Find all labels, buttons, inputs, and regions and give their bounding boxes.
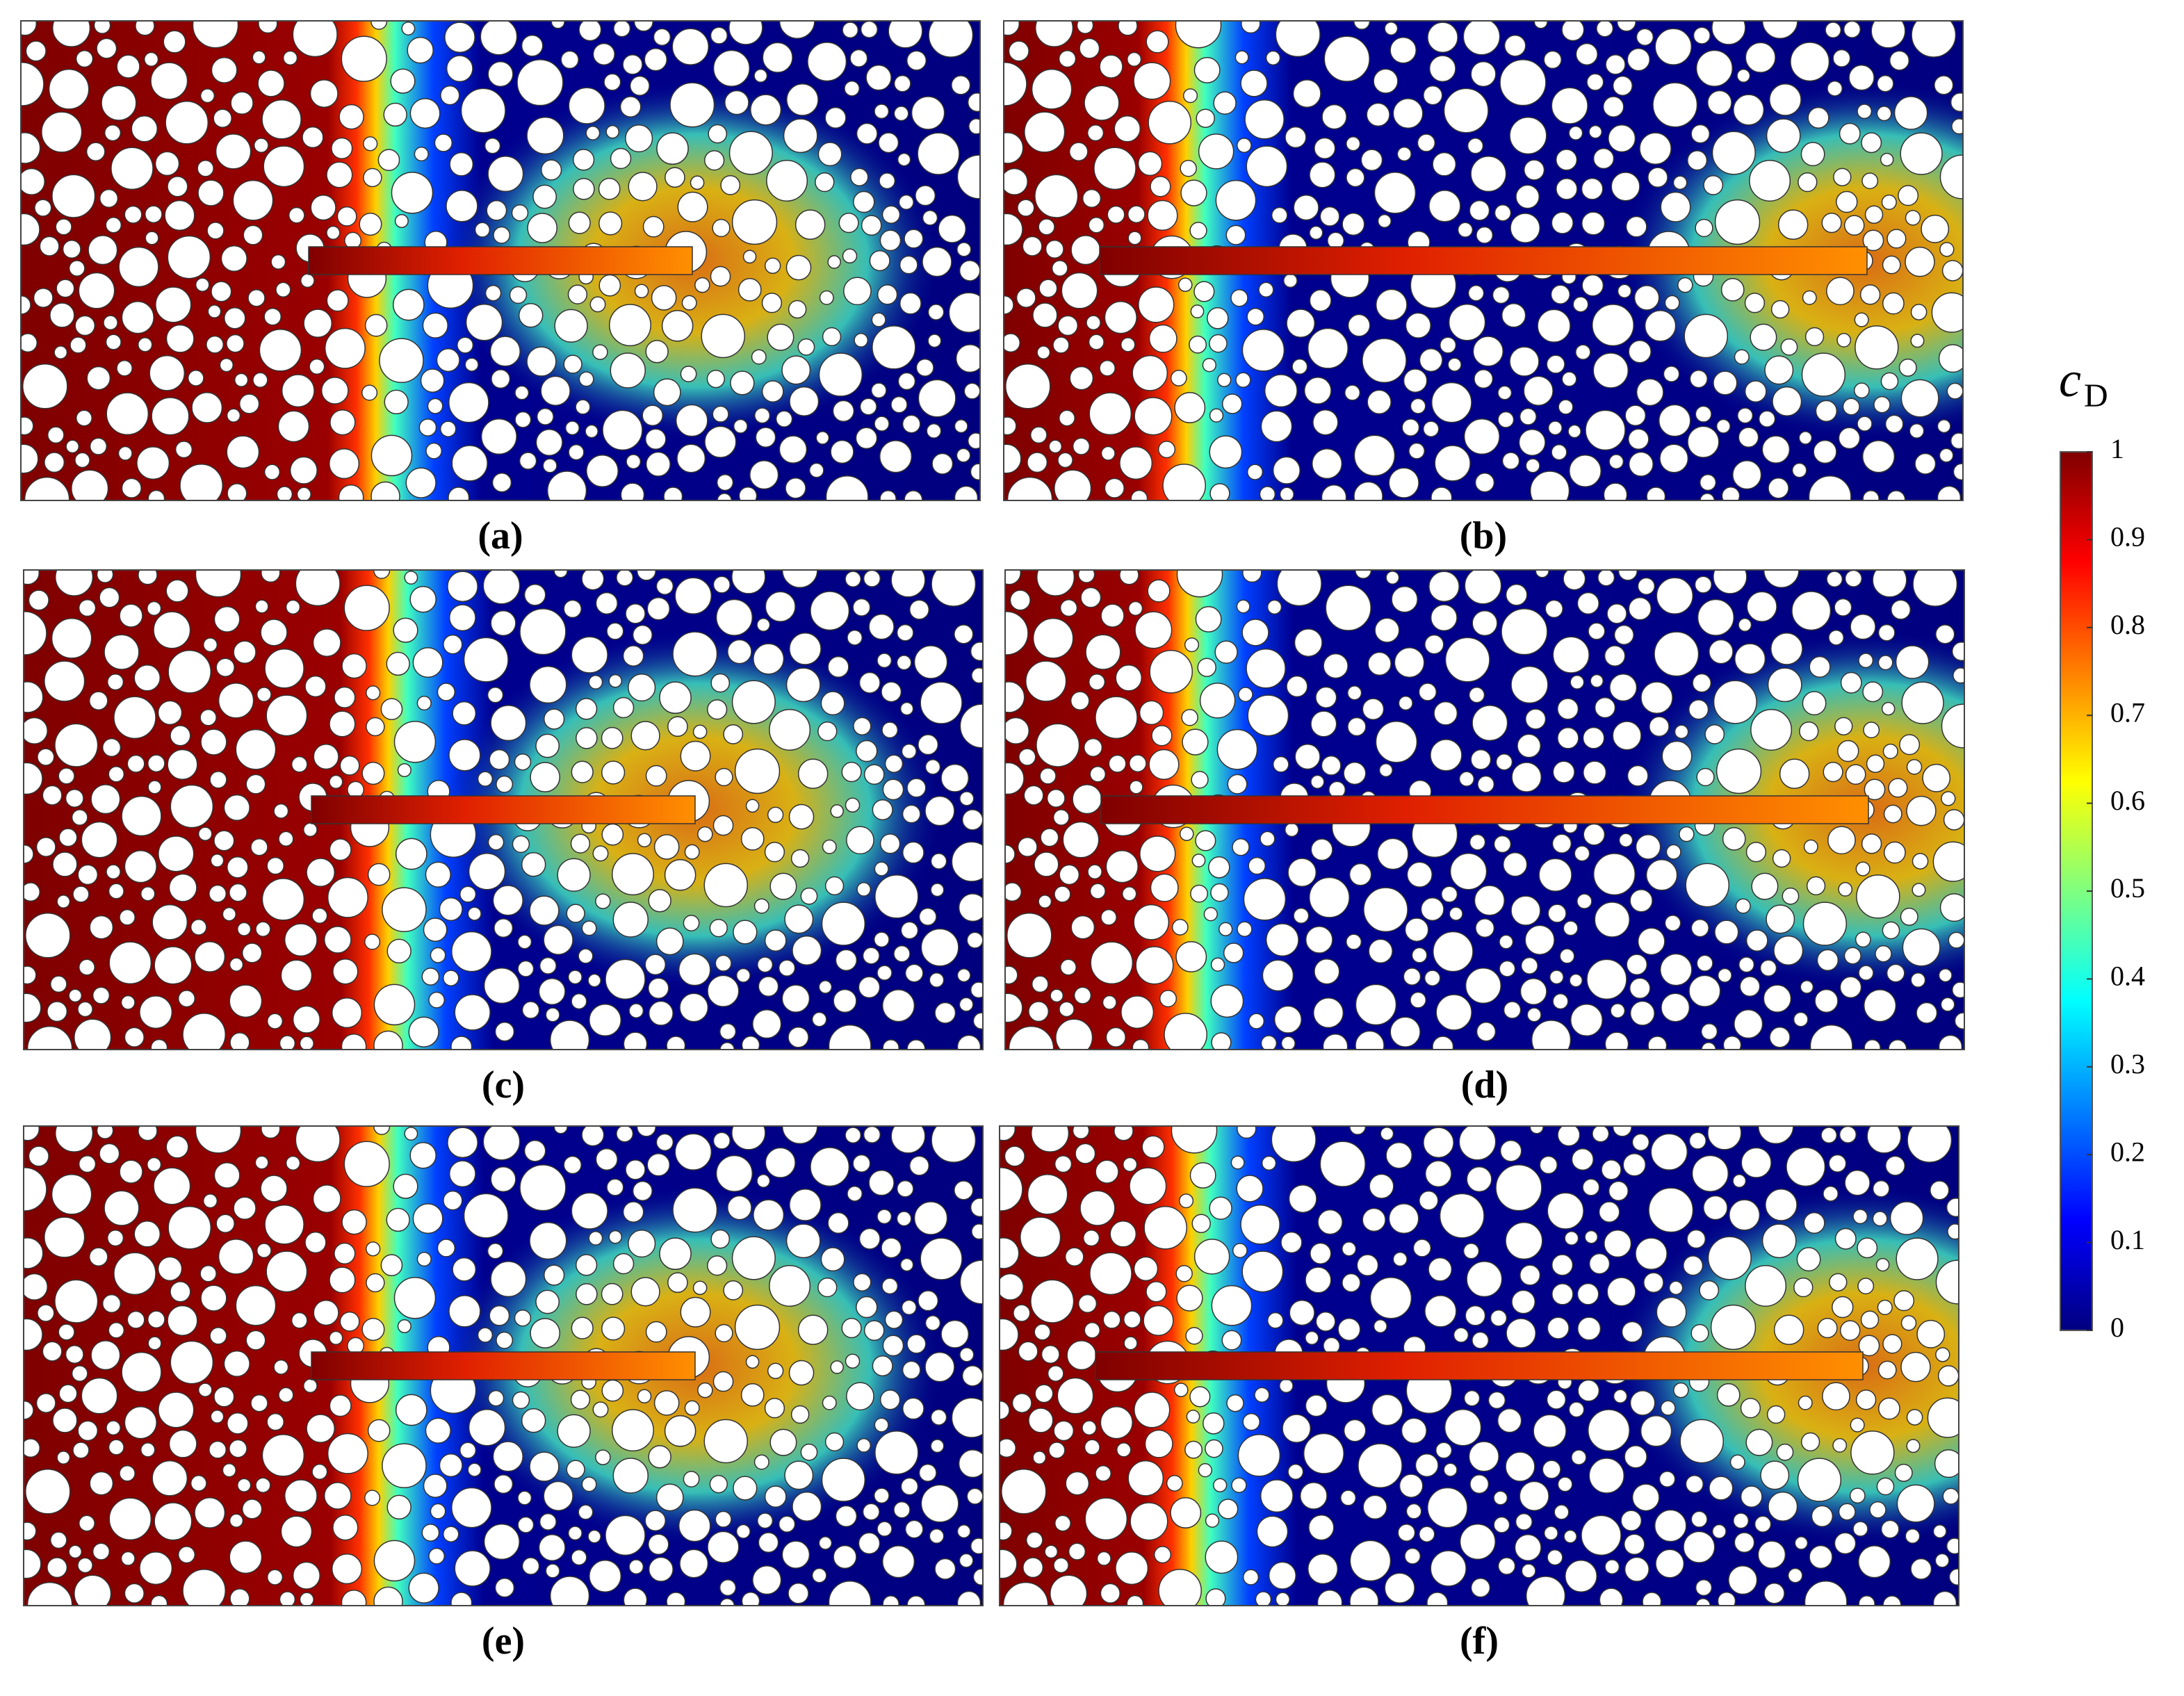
panel-frame [1003,20,1964,501]
panel [24,1126,983,1606]
fracture [1095,1351,1864,1380]
fracture [311,1351,696,1380]
colorbar-title: c [2059,352,2081,407]
panel [24,570,983,1050]
panel-frame [23,1125,984,1606]
colorbar-tick-label: 0.5 [2110,872,2145,904]
fracture [311,795,696,824]
panel-frame [23,569,984,1050]
colorbar-tick-label: 0.4 [2110,961,2145,992]
panel-label: (f) [1460,1620,1499,1663]
fracture [1099,246,1868,275]
colorbar-tick-label: 0.9 [2110,521,2145,553]
colorbar-tick-label: 0.8 [2110,609,2145,640]
colorbar-tick-label: 0.1 [2110,1224,2145,1255]
panel-label: (c) [482,1063,525,1107]
colorbar-subscript: D [2084,377,2108,414]
panel-label: (a) [478,514,523,557]
colorbar-tick-label: 0.2 [2110,1136,2145,1167]
panel [21,21,980,500]
panel-frame [1004,569,1965,1050]
panel-label: (d) [1461,1063,1508,1107]
colorbar-tick-label: 1 [2110,433,2124,464]
panel-frame [20,20,981,501]
panel [1004,21,1963,500]
panel [1000,1126,1959,1606]
colorbar-tick-label: 0.3 [2110,1048,2145,1079]
colorbar-tick-label: 0.7 [2110,696,2145,728]
panel-frame [999,1125,1959,1606]
panel-label: (b) [1460,514,1507,557]
fracture [308,246,693,275]
colorbar-tick-label: 0 [2110,1312,2124,1343]
panel-label: (e) [482,1620,525,1663]
panel [1005,570,1964,1050]
colorbar-tick-label: 0.6 [2110,785,2145,816]
fracture [1100,795,1869,824]
